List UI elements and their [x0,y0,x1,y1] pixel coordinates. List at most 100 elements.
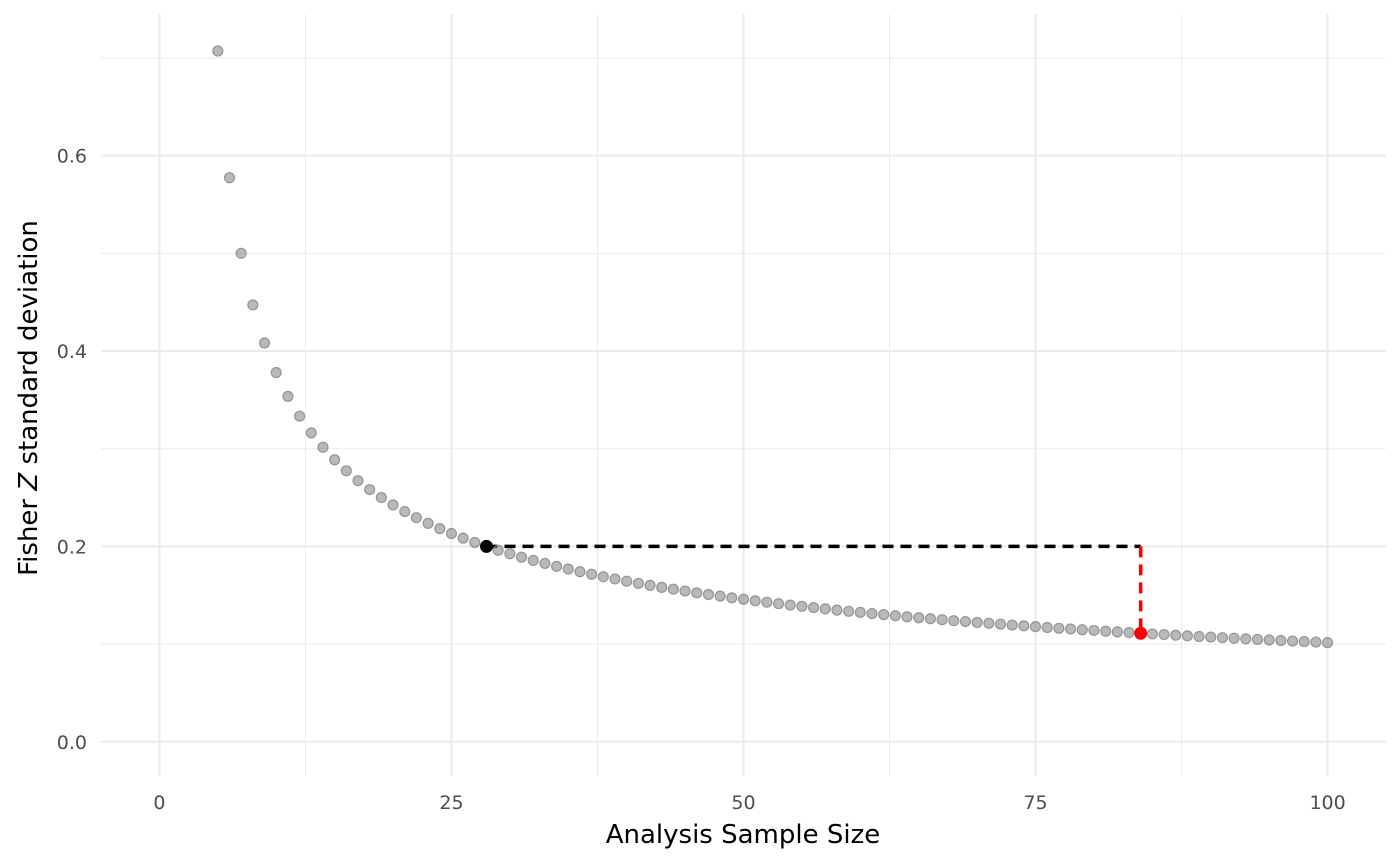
data-point [235,247,247,259]
data-point [387,499,399,511]
data-point [667,583,680,595]
data-point [901,611,913,623]
x-tick-label: 50 [731,792,755,814]
y-tick-label: 0.6 [57,146,87,168]
data-point [317,441,329,453]
data-point [866,607,878,620]
data-point [515,551,528,563]
data-point [1006,619,1018,631]
data-point [469,536,481,549]
data-point [1064,623,1077,635]
data-point [574,566,586,578]
data-point [936,614,948,626]
data-point [1158,628,1170,641]
data-point [527,554,539,566]
data-point [819,603,831,615]
data-point [258,337,271,349]
data-point [796,600,808,612]
x-axis-title: Analysis Sample Size [606,820,881,850]
data-point [983,617,995,629]
data-point [656,581,668,593]
y-tick-labels: 0.0 0.2 0.4 0.6 [57,146,87,754]
highlight-point [1134,626,1148,640]
data-point [539,557,551,570]
data-point [1263,634,1275,646]
data-point [586,568,598,580]
data-point [1088,624,1100,637]
data-point [632,577,644,589]
data-points [212,45,1334,649]
data-point [504,548,516,560]
data-point [889,610,901,622]
data-point [293,410,306,422]
data-point [644,579,656,592]
data-point [364,483,376,496]
data-point [971,616,983,629]
data-point [445,527,458,540]
y-axis-title: Fisher Z standard deviation [14,220,44,576]
data-point [1251,633,1264,646]
y-axis-title-variable: Z [14,472,44,492]
x-tick-label: 75 [1023,792,1047,814]
data-point [726,592,738,604]
data-point [1018,620,1030,632]
y-tick-label: 0.2 [57,536,87,558]
highlight-point [480,539,493,553]
y-tick-label: 0.4 [57,341,87,363]
data-point [959,615,972,628]
data-point [434,523,446,535]
data-point [843,605,855,617]
data-point [1111,626,1123,638]
data-point [1170,629,1182,641]
y-axis-title-suffix: standard deviation [14,220,44,473]
data-point [1205,631,1217,643]
data-point [399,505,411,518]
x-tick-label: 0 [153,792,165,814]
data-point [924,613,937,625]
data-point [878,609,890,621]
data-point [457,532,469,544]
data-point [772,598,785,610]
data-point [340,465,352,477]
data-point [831,604,843,616]
data-point [854,606,866,618]
data-point [329,454,341,466]
data-point [1286,635,1299,647]
data-point [410,512,423,524]
data-point [621,575,633,587]
reference-lines [486,544,1143,634]
data-point [784,599,796,611]
data-point [597,571,609,583]
data-point [1275,634,1287,647]
data-point [714,590,726,602]
y-axis-title-prefix: Fisher [14,491,44,576]
y-tick-label: 0.0 [57,732,87,754]
data-point [352,475,364,487]
x-tick-label: 100 [1309,792,1345,814]
data-point [913,612,925,624]
data-point [305,427,317,439]
data-point [761,596,773,608]
data-point [1029,621,1042,633]
data-point [1193,630,1205,643]
data-point [1216,632,1229,644]
data-point [212,45,224,57]
data-point [1076,624,1088,636]
data-point [749,595,761,607]
grid-major [101,14,1386,776]
data-point [994,618,1007,630]
x-tick-label: 25 [439,792,463,814]
data-point [1181,630,1194,642]
data-point [1240,633,1252,645]
data-point [1310,636,1322,648]
data-point [1298,635,1310,648]
data-point [247,299,259,311]
data-point [1123,626,1135,639]
x-tick-labels: 0 25 50 75 100 [153,792,1345,814]
data-point [375,491,387,504]
data-point [737,593,750,605]
data-point [270,366,282,379]
data-point [492,544,504,556]
data-point [1321,637,1334,649]
